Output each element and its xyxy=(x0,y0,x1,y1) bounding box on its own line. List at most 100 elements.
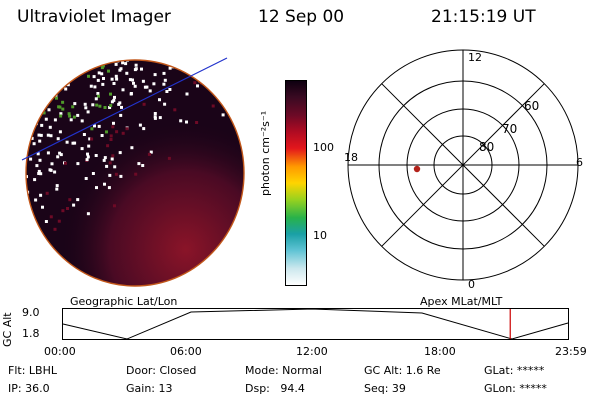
emission-pixel xyxy=(33,178,37,182)
emission-pixel xyxy=(31,89,35,93)
status-ip: IP: 36.0 xyxy=(8,382,50,395)
emission-pixel xyxy=(48,168,52,172)
emission-pixel xyxy=(163,78,167,82)
emission-pixel xyxy=(92,63,96,67)
timeline-frame xyxy=(62,308,569,340)
emission-pixel xyxy=(133,84,137,88)
emission-pixel xyxy=(114,74,118,78)
emission-pixel xyxy=(59,114,63,118)
emission-pixel xyxy=(49,73,53,77)
auroral-image xyxy=(21,57,250,287)
emission-pixel xyxy=(115,130,119,134)
emission-pixel xyxy=(221,113,225,117)
emission-pixel xyxy=(51,74,55,78)
emission-pixel xyxy=(100,66,104,70)
status-gain: Gain: 13 xyxy=(126,382,173,395)
image-limb-outline xyxy=(25,59,245,287)
emission-pixel xyxy=(243,77,244,81)
emission-pixel xyxy=(28,128,32,132)
emission-pixel xyxy=(193,81,197,85)
emission-pixel xyxy=(39,193,43,197)
emission-pixel xyxy=(105,164,109,168)
emission-pixel xyxy=(46,133,50,137)
emission-pixel xyxy=(56,57,59,60)
emission-pixel xyxy=(36,98,40,102)
emission-pixel xyxy=(30,234,34,238)
emission-pixel xyxy=(29,157,33,161)
emission-pixel xyxy=(102,158,106,162)
intensity-colorbar xyxy=(285,80,307,286)
emission-pixel xyxy=(95,103,99,107)
emission-pixel xyxy=(76,198,80,202)
emission-pixel xyxy=(108,106,112,109)
emission-pixel xyxy=(66,60,70,62)
apex-label: Apex MLat/MLT xyxy=(420,295,503,308)
emission-pixel xyxy=(21,177,24,180)
emission-pixel xyxy=(134,63,138,67)
emission-pixel xyxy=(53,170,57,174)
emission-pixel xyxy=(53,227,57,231)
emission-pixel xyxy=(28,122,32,126)
emission-pixel xyxy=(41,83,45,87)
emission-pixel xyxy=(21,64,24,67)
emission-pixel xyxy=(87,74,90,78)
emission-pixel xyxy=(137,162,141,166)
emission-pixel xyxy=(97,71,101,75)
emission-pixel xyxy=(59,78,63,82)
status-gc-alt: GC Alt: 1.6 Re xyxy=(364,364,441,377)
emission-pixel xyxy=(105,130,108,134)
colorbar-unit-label: photon cm⁻²s⁻¹ xyxy=(259,110,272,196)
emission-pixel xyxy=(124,62,128,66)
emission-pixel xyxy=(108,173,112,177)
emission-pixel xyxy=(84,60,88,62)
status-mode: Mode: Normal xyxy=(245,364,322,377)
emission-pixel xyxy=(158,98,161,102)
emission-pixel xyxy=(153,73,157,77)
emission-pixel xyxy=(49,76,53,80)
emission-pixel xyxy=(21,185,24,188)
emission-pixel xyxy=(76,113,80,117)
emission-pixel xyxy=(71,141,75,145)
emission-pixel xyxy=(109,92,112,96)
emission-pixel xyxy=(26,127,30,131)
emission-pixel xyxy=(111,125,115,129)
terminator-line xyxy=(21,57,228,161)
status-glon: GLon: ***** xyxy=(484,382,547,395)
emission-pixel xyxy=(115,77,119,81)
emission-pixel xyxy=(37,133,41,137)
emission-pixel xyxy=(118,68,122,72)
altitude-curve xyxy=(62,308,569,340)
emission-pixel xyxy=(73,102,77,106)
mlt-label-12: 12 xyxy=(468,51,482,64)
emission-pixel xyxy=(132,81,135,85)
emission-pixel xyxy=(90,62,94,66)
emission-pixel xyxy=(162,82,166,86)
emission-pixel xyxy=(73,141,77,145)
emission-pixel xyxy=(94,97,98,101)
emission-pixel xyxy=(59,153,63,157)
emission-pixel xyxy=(90,127,94,131)
emission-pixel xyxy=(52,65,56,69)
emission-pixel xyxy=(45,191,49,195)
emission-pixel xyxy=(165,90,169,93)
observation-time: 21:15:19 UT xyxy=(431,7,536,27)
emission-pixel xyxy=(55,87,59,91)
mlt-label-18: 18 xyxy=(344,151,358,164)
status-door: Door: Closed xyxy=(126,364,197,377)
emission-pixel xyxy=(114,172,118,176)
emission-pixel xyxy=(150,57,153,60)
altitude-timeline xyxy=(62,308,569,340)
emission-pixel xyxy=(33,77,37,81)
emission-pixel xyxy=(211,104,215,108)
emission-pixel xyxy=(26,126,29,130)
emission-pixel xyxy=(42,57,45,60)
emission-pixel xyxy=(26,111,30,115)
emission-pixel xyxy=(26,137,27,141)
emission-pixel xyxy=(26,65,29,68)
emission-pixel xyxy=(42,63,46,67)
emission-pixel xyxy=(249,65,250,68)
timeline-ytick-low: 1.8 xyxy=(22,327,40,340)
emission-pixel xyxy=(53,118,57,122)
emission-pixel xyxy=(93,85,97,89)
lat-label-60: 60 xyxy=(524,99,539,113)
